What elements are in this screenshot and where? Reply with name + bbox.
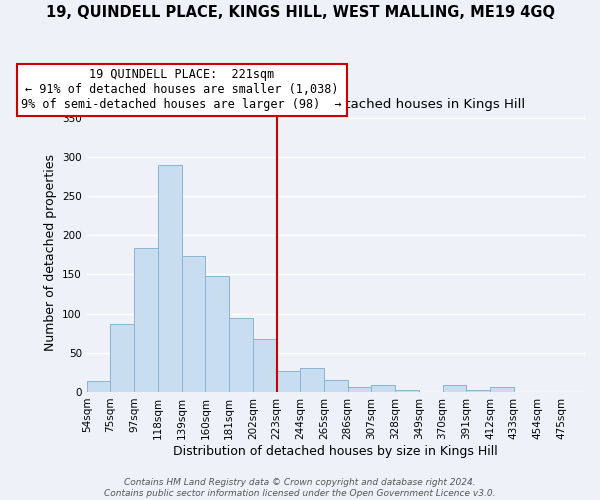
Bar [466, 390, 490, 392]
Bar [158, 164, 182, 392]
Bar [443, 385, 466, 392]
Text: Contains HM Land Registry data © Crown copyright and database right 2024.
Contai: Contains HM Land Registry data © Crown c… [104, 478, 496, 498]
Bar [134, 248, 158, 392]
Bar [395, 390, 419, 392]
Y-axis label: Number of detached properties: Number of detached properties [44, 154, 56, 352]
Bar [229, 318, 253, 392]
Text: 19, QUINDELL PLACE, KINGS HILL, WEST MALLING, ME19 4GQ: 19, QUINDELL PLACE, KINGS HILL, WEST MAL… [46, 5, 554, 20]
Bar [348, 388, 371, 392]
Bar [371, 385, 395, 392]
Bar [87, 381, 110, 392]
Bar [205, 276, 229, 392]
Bar [253, 338, 277, 392]
Bar [300, 368, 324, 392]
Bar [182, 256, 205, 392]
Bar [490, 388, 514, 392]
Title: Size of property relative to detached houses in Kings Hill: Size of property relative to detached ho… [146, 98, 526, 111]
Text: 19 QUINDELL PLACE:  221sqm
← 91% of detached houses are smaller (1,038)
9% of se: 19 QUINDELL PLACE: 221sqm ← 91% of detac… [22, 68, 342, 112]
X-axis label: Distribution of detached houses by size in Kings Hill: Distribution of detached houses by size … [173, 444, 498, 458]
Bar [277, 371, 300, 392]
Bar [324, 380, 348, 392]
Bar [110, 324, 134, 392]
